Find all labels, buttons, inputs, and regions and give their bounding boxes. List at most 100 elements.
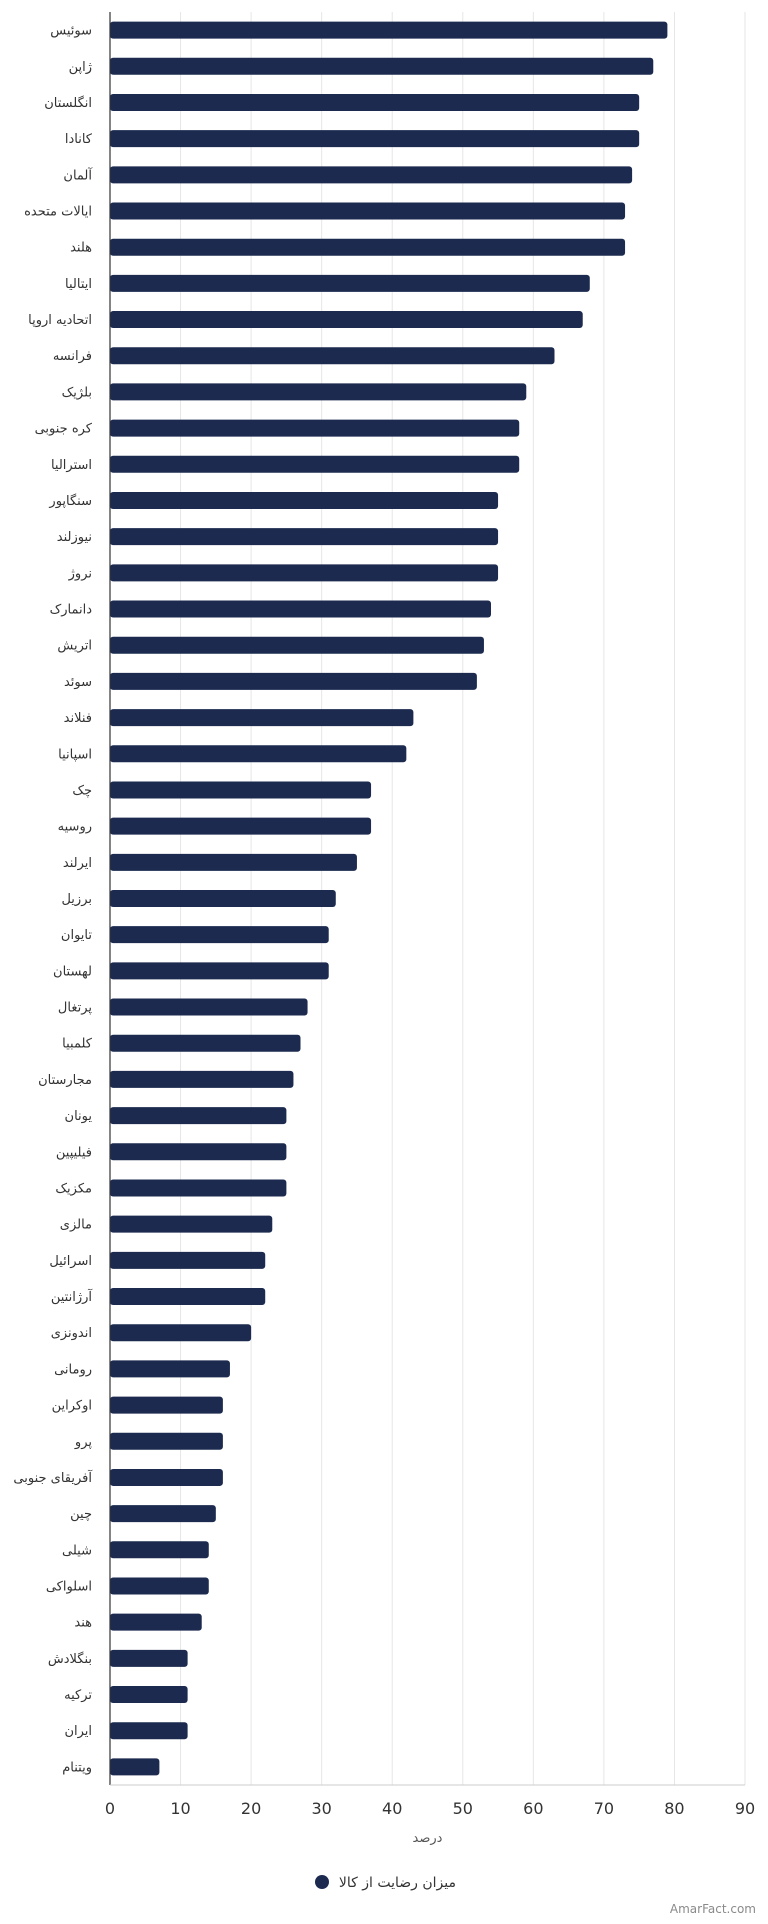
bar[interactable] xyxy=(110,1251,266,1269)
bar[interactable] xyxy=(110,1215,273,1233)
bar[interactable] xyxy=(110,1505,216,1523)
bar[interactable] xyxy=(110,93,640,111)
category-label: استرالیا xyxy=(51,458,92,473)
bar[interactable] xyxy=(110,383,527,401)
category-label: فرانسه xyxy=(53,349,92,364)
bar[interactable] xyxy=(110,1143,287,1161)
bar[interactable] xyxy=(110,962,329,980)
bar[interactable] xyxy=(110,890,336,907)
category-label: ترکیه xyxy=(64,1688,92,1703)
bar[interactable] xyxy=(110,1722,188,1740)
bar[interactable] xyxy=(110,1070,294,1088)
bar[interactable] xyxy=(110,130,640,148)
bar[interactable] xyxy=(110,1541,209,1559)
bar[interactable] xyxy=(110,311,583,329)
category-label: آفریقای جنوبی xyxy=(13,1469,93,1486)
bar[interactable] xyxy=(110,1649,188,1667)
category-label: هند xyxy=(74,1616,92,1631)
category-label: بنگلادش xyxy=(48,1651,92,1667)
bar[interactable] xyxy=(110,1107,287,1125)
bar[interactable] xyxy=(110,1468,223,1486)
category-label: یونان xyxy=(65,1109,93,1124)
category-label: ایرلند xyxy=(63,856,92,871)
category-label: ایالات متحده xyxy=(24,205,92,220)
x-tick-label: 70 xyxy=(594,1799,614,1818)
bar[interactable] xyxy=(110,1360,230,1378)
legend-swatch xyxy=(315,1875,329,1889)
category-label: اتریش xyxy=(57,639,92,654)
x-tick-label: 40 xyxy=(382,1799,402,1818)
x-tick-label: 90 xyxy=(735,1799,755,1818)
grid-lines xyxy=(180,12,746,1785)
x-tick-label: 30 xyxy=(311,1799,331,1818)
category-label: روسیه xyxy=(58,820,92,835)
bar[interactable] xyxy=(110,998,308,1016)
bar[interactable] xyxy=(110,745,407,763)
bar[interactable] xyxy=(110,347,555,365)
bar[interactable] xyxy=(110,853,357,871)
category-label: چین xyxy=(70,1507,92,1522)
category-labels: سوئیس ژاپن انگلستان کانادا آلمان ایالات متحده… xyxy=(13,24,93,1776)
bar[interactable] xyxy=(110,419,520,437)
x-tick-label: 20 xyxy=(241,1799,261,1818)
bar[interactable] xyxy=(110,1613,202,1631)
category-label: آلمان xyxy=(63,166,93,183)
bar[interactable] xyxy=(110,1686,188,1704)
bar[interactable] xyxy=(110,57,654,75)
category-label: سوئد xyxy=(64,675,92,690)
category-label: ژاپن xyxy=(69,60,92,75)
bar[interactable] xyxy=(110,202,626,220)
axes xyxy=(109,12,745,1786)
bars xyxy=(110,21,668,1776)
category-label: هلند xyxy=(70,241,92,256)
bar[interactable] xyxy=(110,1758,160,1776)
category-label: سنگاپور xyxy=(48,493,92,509)
bar[interactable] xyxy=(110,709,414,727)
category-label: مکزیک xyxy=(55,1181,92,1196)
bar[interactable] xyxy=(110,455,520,473)
bar[interactable] xyxy=(110,491,499,509)
bar[interactable] xyxy=(110,1577,209,1595)
bar[interactable] xyxy=(110,1288,266,1306)
category-label: برزیل xyxy=(61,892,92,907)
category-label: پرتغال xyxy=(58,1001,92,1016)
category-label: دانمارک xyxy=(50,603,93,618)
bar[interactable] xyxy=(110,1034,301,1052)
bar[interactable] xyxy=(110,166,633,184)
category-label: پرو xyxy=(74,1435,92,1450)
category-label: مجارستان xyxy=(38,1073,92,1088)
category-label: لهستان xyxy=(53,964,92,979)
bar[interactable] xyxy=(110,600,491,618)
bar[interactable] xyxy=(110,274,590,292)
category-label: اسرائیل xyxy=(49,1254,92,1269)
bar[interactable] xyxy=(110,636,484,654)
category-label: بلژیک xyxy=(62,385,92,400)
category-label: مالزی xyxy=(60,1218,92,1233)
bar[interactable] xyxy=(110,926,329,944)
category-label: سوئیس xyxy=(50,24,92,39)
bar[interactable] xyxy=(110,781,372,799)
category-label: اسپانیا xyxy=(58,747,92,762)
bar[interactable] xyxy=(110,1432,223,1450)
category-label: ویتنام xyxy=(62,1760,92,1775)
bar[interactable] xyxy=(110,1179,287,1197)
category-label: نیوزلند xyxy=(57,530,92,545)
x-tick-label: 0 xyxy=(105,1799,115,1818)
bar[interactable] xyxy=(110,238,626,256)
bar[interactable] xyxy=(110,21,668,39)
bar[interactable] xyxy=(110,817,372,835)
bar[interactable] xyxy=(110,1324,252,1342)
x-tick-label: 80 xyxy=(664,1799,684,1818)
category-label: اتحادیه اروپا xyxy=(28,313,92,328)
bar[interactable] xyxy=(110,528,499,546)
bar[interactable] xyxy=(110,672,477,690)
legend[interactable]: میزان رضایت از کالا xyxy=(315,1875,456,1891)
x-tick-label: 60 xyxy=(523,1799,543,1818)
bar[interactable] xyxy=(110,1396,223,1414)
category-label: اوکراین xyxy=(52,1399,92,1414)
category-label: انگلستان xyxy=(44,95,92,111)
category-label: فنلاند xyxy=(64,711,92,726)
bar[interactable] xyxy=(110,564,499,582)
